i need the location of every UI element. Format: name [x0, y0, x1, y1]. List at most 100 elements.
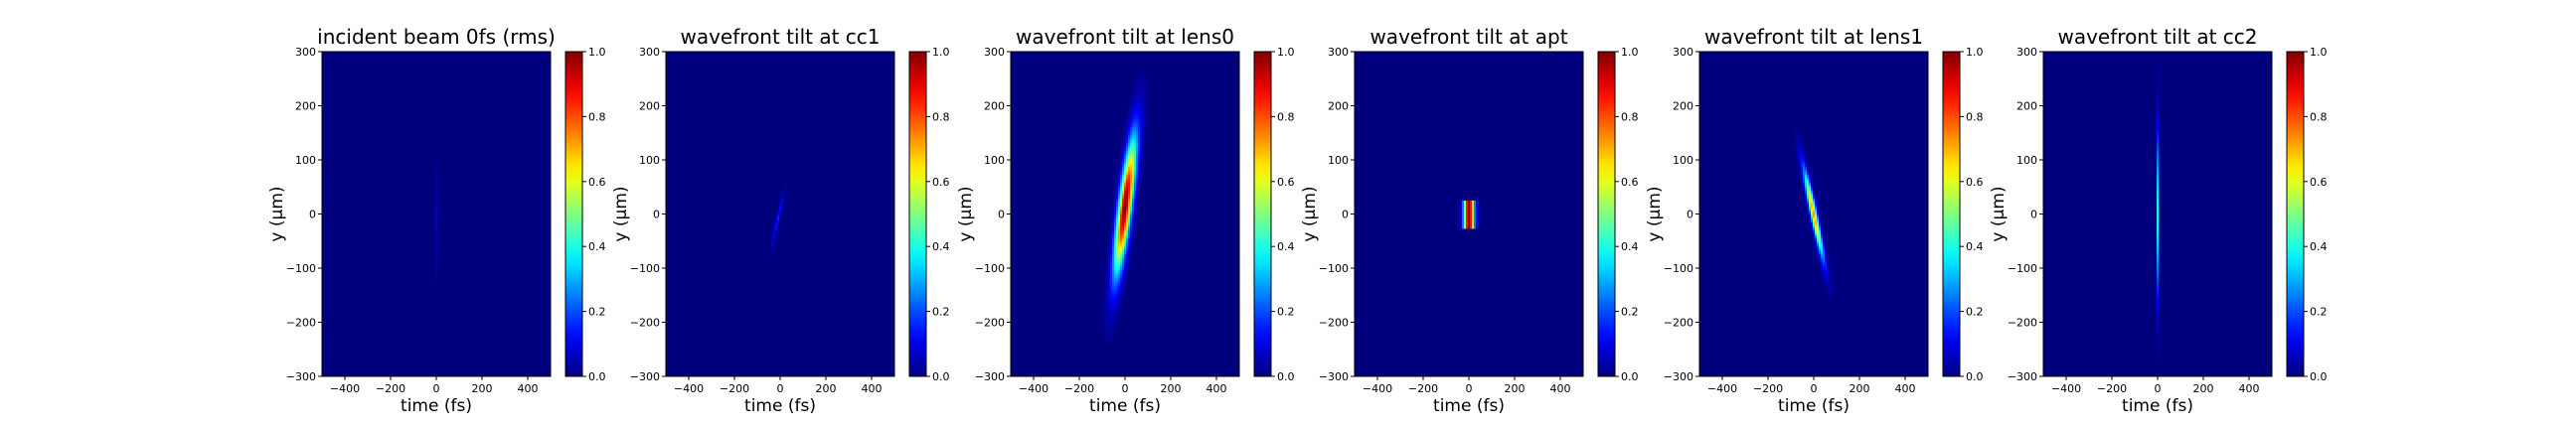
heatmap-cell: [1829, 264, 1832, 267]
heatmap-cell: [1146, 99, 1149, 102]
heatmap-cell: [1821, 250, 1824, 253]
heatmap-cell: [1128, 157, 1131, 160]
heatmap-cell: [1811, 216, 1814, 219]
heatmap-cell: [1144, 131, 1147, 134]
heatmap-cell: [1106, 328, 1109, 331]
heatmap-cell: [1476, 214, 1479, 217]
heatmap-cell: [1128, 129, 1131, 132]
heatmap-cell: [1140, 103, 1143, 106]
heatmap-cell: [1140, 179, 1143, 182]
heatmap-cell: [1108, 230, 1111, 233]
heatmap-cell: [1813, 236, 1816, 239]
heatmap-cell: [1132, 107, 1135, 110]
heatmap-cell: [2157, 115, 2160, 118]
heatmap-cell: [1142, 123, 1145, 126]
heatmap-cell: [1807, 181, 1810, 184]
heatmap-cell: [1142, 93, 1145, 96]
heatmap-cell: [1134, 195, 1137, 198]
heatmap-cell: [1112, 332, 1115, 335]
heatmap-cell: [1138, 105, 1141, 108]
x-axis-label: time (fs): [744, 396, 816, 416]
heatmap-cell: [1140, 181, 1143, 184]
y-tick-label: 100: [295, 154, 316, 167]
heatmap-cell: [1112, 250, 1115, 253]
heatmap-cell: [1110, 282, 1113, 285]
heatmap-cell: [1124, 213, 1127, 215]
heatmap-cell: [1108, 314, 1111, 317]
heatmap-cell: [2157, 89, 2160, 92]
heatmap-cell: [1801, 183, 1804, 186]
heatmap-cell: [1128, 191, 1131, 194]
heatmap-cell: [1136, 127, 1139, 130]
heatmap-cell: [1132, 109, 1135, 112]
x-tick-label: −200: [1753, 382, 1783, 395]
heatmap-cell: [1120, 211, 1123, 214]
heatmap-cell: [1825, 278, 1828, 281]
heatmap-cell: [1134, 153, 1137, 156]
heatmap-cell: [1128, 169, 1131, 172]
heatmap-cell: [1110, 298, 1113, 301]
heatmap-cell: [1138, 163, 1141, 166]
heatmap-cell: [1132, 201, 1135, 204]
heatmap-cell: [1138, 99, 1141, 102]
heatmap-cell: [1120, 193, 1123, 196]
x-tick-label: 0: [433, 382, 440, 395]
heatmap-cell: [1142, 159, 1145, 162]
heatmap-cell: [1140, 157, 1143, 160]
heatmap-cell: [1803, 177, 1806, 180]
heatmap-cell: [1134, 197, 1137, 200]
heatmap-cell: [1122, 246, 1125, 249]
heatmap-cell: [1797, 129, 1800, 132]
heatmap-cell: [1132, 119, 1135, 122]
heatmap-cell: [1128, 252, 1131, 255]
heatmap-cell: [1128, 264, 1131, 267]
heatmap-cell: [1805, 193, 1808, 196]
heatmap-cell: [1122, 284, 1125, 287]
heatmap-cell: [1474, 220, 1477, 223]
heatmap-cell: [1819, 213, 1822, 215]
heatmap-cell: [777, 218, 780, 221]
heatmap-cell: [1110, 214, 1113, 217]
heatmap-cell: [1474, 213, 1477, 215]
heatmap-cell: [1140, 127, 1143, 130]
heatmap-cell: [1118, 260, 1121, 263]
heatmap-cell: [1112, 266, 1115, 269]
heatmap-cell: [2157, 252, 2160, 255]
heatmap-cell: [1134, 113, 1137, 116]
heatmap-cell: [1144, 113, 1147, 116]
heatmap-cell: [1140, 151, 1143, 154]
heatmap-cell: [779, 205, 782, 208]
y-tick-label: 0: [998, 209, 1005, 221]
heatmap-cell: [1805, 185, 1808, 188]
heatmap-cell: [1803, 181, 1806, 184]
heatmap-cell: [1126, 240, 1129, 243]
heatmap-cell: [1128, 165, 1131, 168]
heatmap-cell: [1132, 226, 1135, 229]
chart-title: wavefront tilt at lens0: [1016, 25, 1234, 49]
heatmap-cell: [1809, 189, 1812, 192]
heatmap-cell: [1831, 282, 1834, 285]
heatmap-cell: [1132, 143, 1135, 146]
heatmap-cell: [1110, 314, 1113, 317]
heatmap-cell: [1144, 127, 1147, 130]
heatmap-cell: [1134, 185, 1137, 188]
heatmap-cell: [1112, 296, 1115, 299]
heatmap-cell: [1122, 197, 1125, 200]
heatmap-cell: [1120, 288, 1123, 291]
heatmap-cell: [2157, 149, 2160, 152]
heatmap-cell: [1108, 264, 1111, 267]
heatmap-cell: [1809, 183, 1812, 186]
heatmap-cell: [1831, 288, 1834, 291]
heatmap-cell: [1124, 252, 1127, 255]
heatmap-cell: [1144, 109, 1147, 112]
heatmap-cell: [1138, 103, 1141, 106]
heatmap-cell: [1136, 165, 1139, 168]
heatmap-cell: [1819, 248, 1822, 251]
heatmap-cell: [2157, 356, 2160, 358]
heatmap-cell: [1128, 113, 1131, 116]
heatmap-cell: [1136, 125, 1139, 128]
colorbar-frame: [1253, 51, 1272, 377]
heatmap-cell: [779, 214, 782, 217]
heatmap-cell: [1112, 326, 1115, 329]
heatmap-cell: [2157, 77, 2160, 80]
